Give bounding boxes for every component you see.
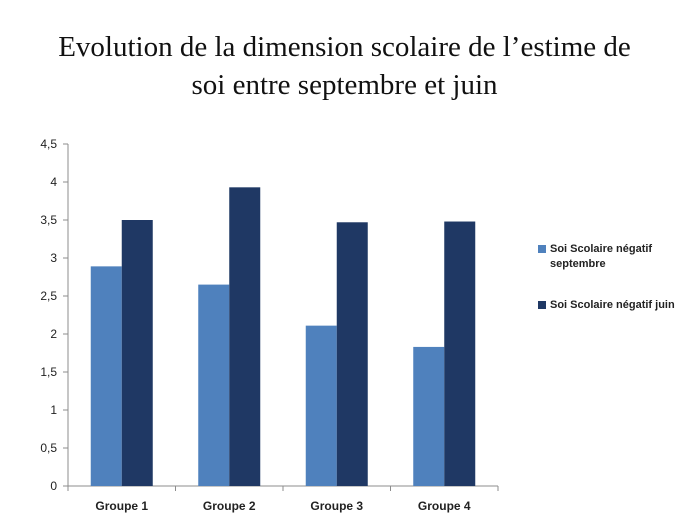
legend-label-septembre-line-2: septembre [550,258,606,270]
x-category-label: Groupe 1 [95,499,148,513]
y-tick-label: 0,5 [40,441,57,455]
bar [413,346,445,486]
chart-title-line-1: Evolution de la dimension scolaire de l’… [58,31,631,63]
legend-label-septembre-line-1: Soi Scolaire négatif [550,243,653,255]
y-tick-label: 2 [50,327,57,341]
y-tick-label: 4 [50,175,57,189]
x-category-label: Groupe 2 [203,499,256,513]
legend-label-juin: Soi Scolaire négatif juin [550,299,675,311]
legend: Soi Scolaire négatif septembre Soi Scola… [538,242,688,339]
y-tick-label: 4,5 [40,137,57,151]
bar [305,325,337,486]
y-tick-label: 0 [50,479,57,493]
legend-label-septembre: Soi Scolaire négatif septembre [550,242,652,272]
bar [336,222,368,486]
bar [121,220,153,486]
y-tick-label: 3 [50,251,57,265]
legend-swatch-septembre [538,245,546,253]
chart-title-line-2: soi entre septembre et juin [191,69,498,101]
bar [444,221,476,486]
bar [90,266,122,486]
y-tick-label: 1,5 [40,365,57,379]
y-tick-label: 2,5 [40,289,57,303]
y-tick-label: 3,5 [40,213,57,227]
legend-swatch-juin [538,301,546,309]
bar [229,187,261,486]
bar [198,284,230,486]
chart-title: Evolution de la dimension scolaire de l’… [0,28,689,104]
x-category-label: Groupe 3 [310,499,363,513]
y-tick-label: 1 [50,403,57,417]
legend-item-juin: Soi Scolaire négatif juin [538,298,688,313]
x-category-label: Groupe 4 [418,499,471,513]
legend-item-septembre: Soi Scolaire négatif septembre [538,242,688,272]
